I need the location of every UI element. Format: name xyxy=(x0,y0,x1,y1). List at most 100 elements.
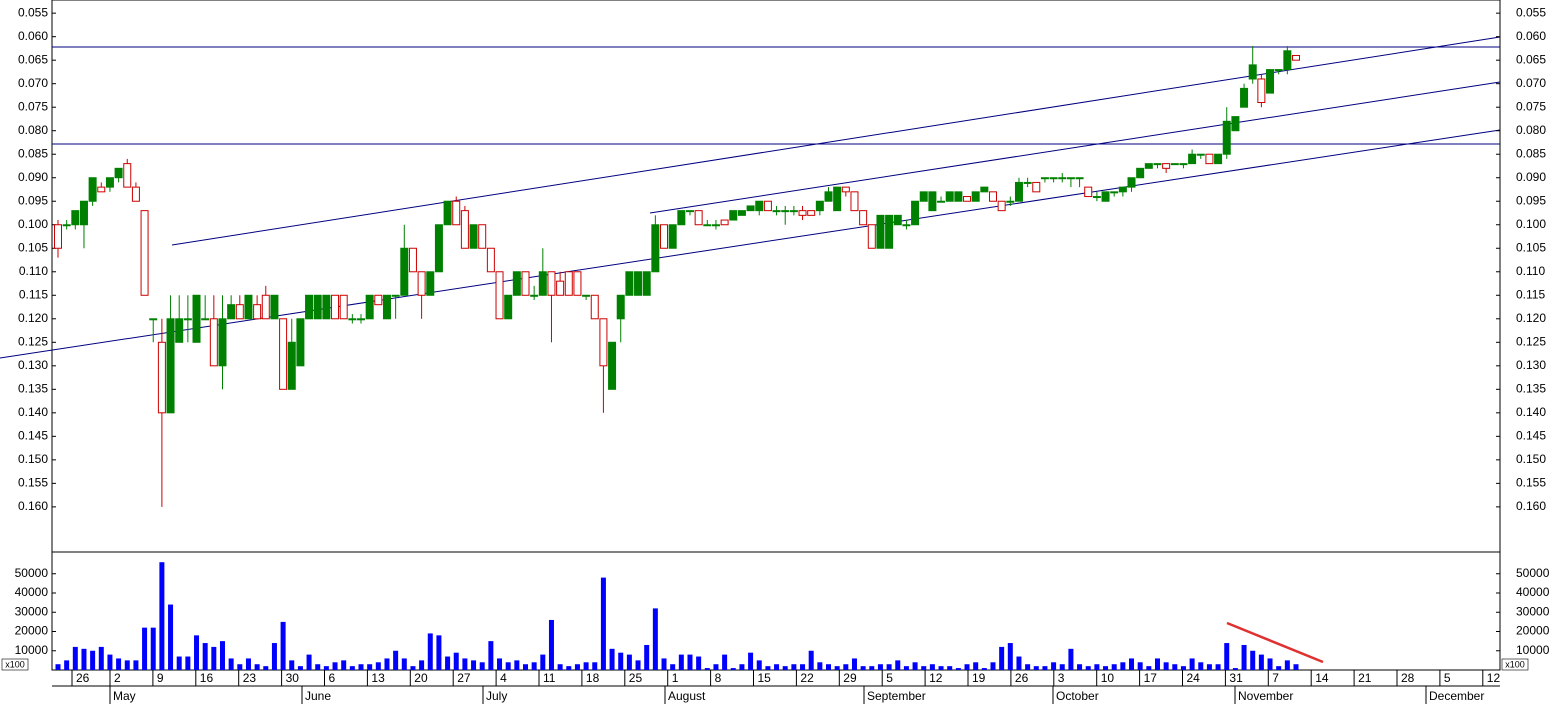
candle-body xyxy=(815,200,824,212)
volume-bar xyxy=(219,641,225,670)
volume-bar xyxy=(315,664,321,670)
candle-body xyxy=(1170,163,1179,166)
candle-body xyxy=(253,304,262,320)
y-tick-label: 0.115 xyxy=(1516,287,1545,301)
candle-body xyxy=(1240,87,1249,108)
candle-body xyxy=(391,294,400,297)
candle-body xyxy=(954,191,963,202)
volume-bar xyxy=(1094,664,1100,670)
volume-bar xyxy=(1241,644,1247,670)
candle-body xyxy=(660,224,669,249)
volume-bar xyxy=(1206,664,1212,670)
candle-body xyxy=(911,200,920,226)
candle-body xyxy=(486,247,495,273)
x-tick-label: 12 xyxy=(929,671,943,685)
candle-body xyxy=(157,341,166,414)
volume-bar xyxy=(1154,658,1160,670)
volume-bar xyxy=(367,664,373,670)
candle-body xyxy=(971,191,980,202)
candle-body xyxy=(1127,177,1136,188)
volume-bar xyxy=(990,662,996,670)
volume-bar xyxy=(696,656,702,670)
candle-body xyxy=(166,318,175,414)
candle-body xyxy=(287,341,296,390)
volume-bar xyxy=(323,666,329,670)
candle-body xyxy=(357,318,366,321)
y-tick-label: 0.140 xyxy=(1516,405,1546,419)
candle-body xyxy=(114,167,123,179)
candle-body xyxy=(1092,196,1101,199)
volume-bar xyxy=(280,621,286,670)
volume-bar xyxy=(289,660,295,670)
volume-bar xyxy=(1059,664,1065,670)
candle-body xyxy=(201,318,210,321)
volume-bar xyxy=(436,635,442,670)
candle-body xyxy=(408,247,417,273)
candle-body xyxy=(1049,177,1058,180)
candle-body xyxy=(400,247,409,296)
candle-body xyxy=(798,210,807,216)
month-label: May xyxy=(113,689,136,703)
x-tick-label: 17 xyxy=(1144,671,1158,685)
volume-bar xyxy=(869,666,875,670)
volume-bar xyxy=(748,652,754,670)
y-tick-label: 20000 xyxy=(15,624,49,638)
volume-bar xyxy=(661,658,667,670)
candle-body xyxy=(737,210,746,216)
x-tick-label: 5 xyxy=(886,671,893,685)
volume-bar xyxy=(358,664,364,670)
candle-body xyxy=(1144,163,1153,169)
volume-bar xyxy=(90,650,96,670)
candle-body xyxy=(296,318,305,367)
x-tick-label: 14 xyxy=(1315,671,1329,685)
x-tick-label: 31 xyxy=(1229,671,1243,685)
x-tick-label: 23 xyxy=(243,671,257,685)
candle-body xyxy=(876,214,885,249)
multiplier-label: x100 xyxy=(1505,659,1525,669)
x-tick-label: 11 xyxy=(543,671,556,685)
candle-body xyxy=(1196,153,1205,156)
volume-bar xyxy=(150,627,156,670)
x-tick-label: 5 xyxy=(1444,671,1451,685)
candle-body xyxy=(305,294,314,320)
candle-body xyxy=(608,341,617,390)
candle-body xyxy=(841,186,850,193)
volume-bar xyxy=(1284,660,1290,670)
x-tick-label: 21 xyxy=(1358,671,1372,685)
candle-body xyxy=(71,210,80,226)
x-tick-label: 10 xyxy=(1101,671,1115,685)
volume-bar xyxy=(921,666,927,670)
volume-bar xyxy=(401,658,407,670)
candle-body xyxy=(460,210,469,249)
volume-bar xyxy=(1172,664,1178,670)
candle-body xyxy=(382,294,391,320)
volume-bar xyxy=(817,662,823,670)
candle-body xyxy=(668,224,677,249)
y-tick-label: 0.060 xyxy=(18,29,48,43)
volume-bar xyxy=(834,666,840,670)
x-tick-label: 1 xyxy=(672,671,679,685)
volume-bar xyxy=(297,666,303,670)
candle-body xyxy=(1006,200,1015,203)
volume-bar xyxy=(540,654,546,670)
volume-bar xyxy=(445,656,451,670)
volume-bar xyxy=(531,662,537,670)
candle-body xyxy=(746,205,755,212)
candle-body xyxy=(1205,153,1214,165)
volume-bar xyxy=(1120,662,1126,670)
y-tick-label: 0.160 xyxy=(18,499,48,513)
volume-bar xyxy=(964,664,970,670)
volume-bar xyxy=(332,662,338,670)
candle-body xyxy=(634,271,643,296)
y-tick-label: 0.100 xyxy=(1516,217,1546,231)
candle-body xyxy=(209,318,218,367)
candle-body xyxy=(1032,181,1041,193)
trend-line xyxy=(171,36,1501,246)
candle-body xyxy=(261,294,270,320)
volume-bar xyxy=(393,650,399,670)
volume-bar xyxy=(1250,650,1256,670)
volume-bar xyxy=(756,660,762,670)
candle-body xyxy=(677,210,686,226)
candle-body xyxy=(937,200,946,203)
candle-body xyxy=(235,304,244,320)
